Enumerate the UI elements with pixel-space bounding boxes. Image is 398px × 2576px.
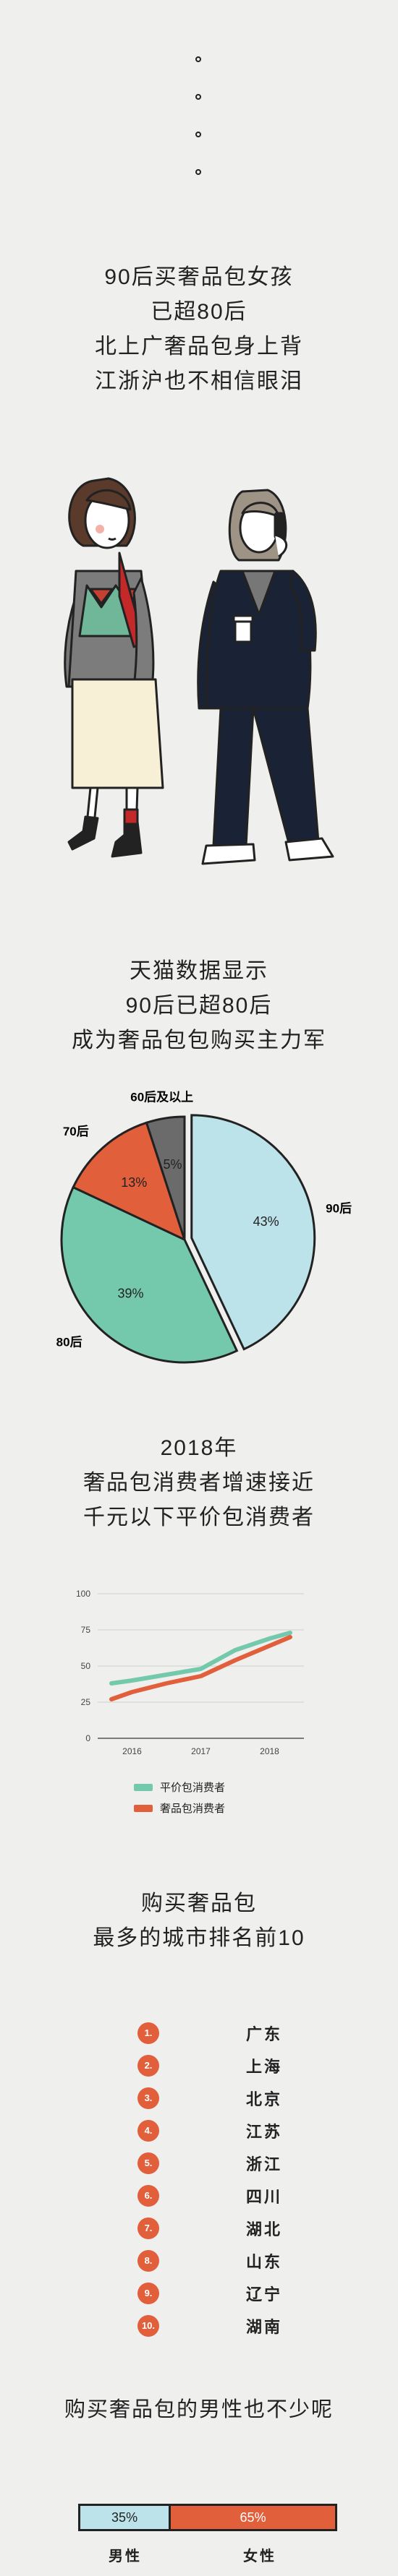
intro-line: 已超80后 <box>151 300 247 324</box>
line-svg: 100 75 50 25 0 2016 2017 2018 <box>76 1589 304 1756</box>
female-label: 女性 <box>243 2549 276 2564</box>
rank-city: 江苏 <box>245 2122 282 2141</box>
pie-slice <box>190 1114 316 1351</box>
pie-category-label: 70后 <box>63 1125 89 1138</box>
rank-city: 广东 <box>245 2025 282 2043</box>
pie-category-label: 60后及以上 <box>130 1090 193 1104</box>
dot <box>195 56 201 62</box>
section3-line: 最多的城市排名前10 <box>93 1926 305 1950</box>
city-ranking-list: 1. 广东 2. 上海 3. 北京 4. 江苏 5. 浙江 6. 四川 7. 湖北 8. 山东 … <box>137 2017 282 2342</box>
list-item: 7. 湖北 <box>137 2212 282 2244</box>
pie-slice <box>145 1115 186 1240</box>
rank-city: 湖南 <box>245 2317 282 2336</box>
rank-city: 浙江 <box>245 2155 282 2173</box>
dot <box>195 132 201 137</box>
section3-title: 购买奢品包 最多的城市排名前10 <box>0 1886 398 1956</box>
list-item: 8. 山东 <box>137 2244 282 2277</box>
intro-line: 90后买奢品包女孩 <box>104 265 294 289</box>
woman-right <box>197 489 334 865</box>
list-item: 2. 上海 <box>137 2049 282 2082</box>
rank-city: 上海 <box>245 2057 282 2076</box>
rank-number: 6. <box>137 2184 159 2207</box>
series-line <box>109 1635 292 1701</box>
rank-number: 9. <box>137 2282 159 2304</box>
age-pie-chart: 43% 90后 39% 80后 13% 70后 5% 60后及以上 <box>0 1084 398 1395</box>
rank-number: 10. <box>137 2314 159 2337</box>
y-tick-label: 75 <box>81 1625 91 1635</box>
growth-line-chart: 100 75 50 25 0 2016 2017 2018 <box>58 1572 318 1760</box>
dot <box>195 94 201 100</box>
section1-line: 成为奢品包包购买主力军 <box>72 1029 326 1052</box>
dot <box>195 169 201 175</box>
legend-label: 奢品包消费者 <box>160 1803 226 1815</box>
section2-line: 2018年 <box>160 1436 238 1460</box>
section1-line: 90后已超80后 <box>125 994 273 1018</box>
rank-number: 3. <box>137 2087 159 2109</box>
legend-swatch <box>134 1783 153 1791</box>
gender-bar: 35% 65% <box>78 2504 337 2531</box>
list-item: 6. 四川 <box>137 2179 282 2212</box>
rank-city: 山东 <box>245 2252 282 2271</box>
rank-city: 四川 <box>245 2187 282 2206</box>
legend-item: 奢品包消费者 <box>134 1800 225 1816</box>
pie-category-label: 80后 <box>56 1335 82 1349</box>
rank-number: 7. <box>137 2217 159 2239</box>
gender-title: 购买奢品包的男性也不少呢 <box>64 2398 334 2421</box>
y-tick-label: 25 <box>81 1697 91 1707</box>
line-legend: 平价包消费者 奢品包消费者 <box>134 1779 225 1821</box>
rank-city: 北京 <box>245 2090 282 2108</box>
pie-svg: 43% 90后 39% 80后 13% 70后 5% 60后及以上 <box>56 1090 352 1364</box>
x-tick-label: 2017 <box>191 1746 211 1756</box>
y-tick-label: 100 <box>76 1589 90 1599</box>
pie-value-label: 43% <box>253 1214 279 1229</box>
rank-city: 辽宁 <box>245 2285 282 2304</box>
legend-label: 平价包消费者 <box>160 1782 226 1794</box>
y-tick-label: 50 <box>81 1661 91 1671</box>
rank-number: 5. <box>137 2152 159 2174</box>
male-share-bar: 35% <box>80 2506 169 2529</box>
pie-value-label: 13% <box>121 1175 147 1190</box>
pie-slice <box>60 1185 239 1364</box>
pie-value-label: 5% <box>164 1157 182 1172</box>
section1-title: 天猫数据显示 90后已超80后 成为奢品包包购买主力军 <box>0 954 398 1058</box>
series-line <box>109 1631 292 1686</box>
female-share-bar: 65% <box>169 2506 335 2529</box>
list-item: 3. 北京 <box>137 2082 282 2114</box>
rank-number: 4. <box>137 2119 159 2142</box>
decorative-dots <box>195 56 207 207</box>
rank-number: 8. <box>137 2249 159 2272</box>
section1-line: 天猫数据显示 <box>130 959 268 983</box>
rank-number: 2. <box>137 2054 159 2077</box>
legend-swatch <box>134 1804 153 1812</box>
list-item: 10. 湖南 <box>137 2309 282 2342</box>
male-label: 男性 <box>109 2549 142 2564</box>
intro-title: 90后买奢品包女孩 已超80后 北上广奢品包身上背 江浙沪也不相信眼泪 <box>0 260 398 399</box>
x-tick-label: 2016 <box>122 1746 142 1756</box>
section2-line: 奢品包消费者增速接近 <box>83 1471 315 1495</box>
list-item: 4. 江苏 <box>137 2114 282 2147</box>
section2-title: 2018年 奢品包消费者增速接近 千元以下平价包消费者 <box>0 1431 398 1535</box>
pie-slice <box>72 1121 187 1242</box>
intro-line: 江浙沪也不相信眼泪 <box>95 369 303 393</box>
rank-city: 湖北 <box>245 2220 282 2238</box>
section2-line: 千元以下平价包消费者 <box>83 1506 315 1529</box>
woman-left <box>64 477 164 858</box>
list-item: 5. 浙江 <box>137 2147 282 2179</box>
intro-line: 北上广奢品包身上背 <box>95 335 303 359</box>
pie-value-label: 39% <box>117 1287 143 1301</box>
x-tick-label: 2018 <box>260 1746 279 1756</box>
rank-number: 1. <box>137 2022 159 2044</box>
two-women-illustration <box>64 477 334 865</box>
pie-category-label: 90后 <box>326 1201 352 1215</box>
section3-line: 购买奢品包 <box>141 1892 257 1915</box>
list-item: 1. 广东 <box>137 2017 282 2049</box>
list-item: 9. 辽宁 <box>137 2277 282 2309</box>
legend-item: 平价包消费者 <box>134 1779 225 1795</box>
y-tick-label: 0 <box>85 1733 90 1743</box>
